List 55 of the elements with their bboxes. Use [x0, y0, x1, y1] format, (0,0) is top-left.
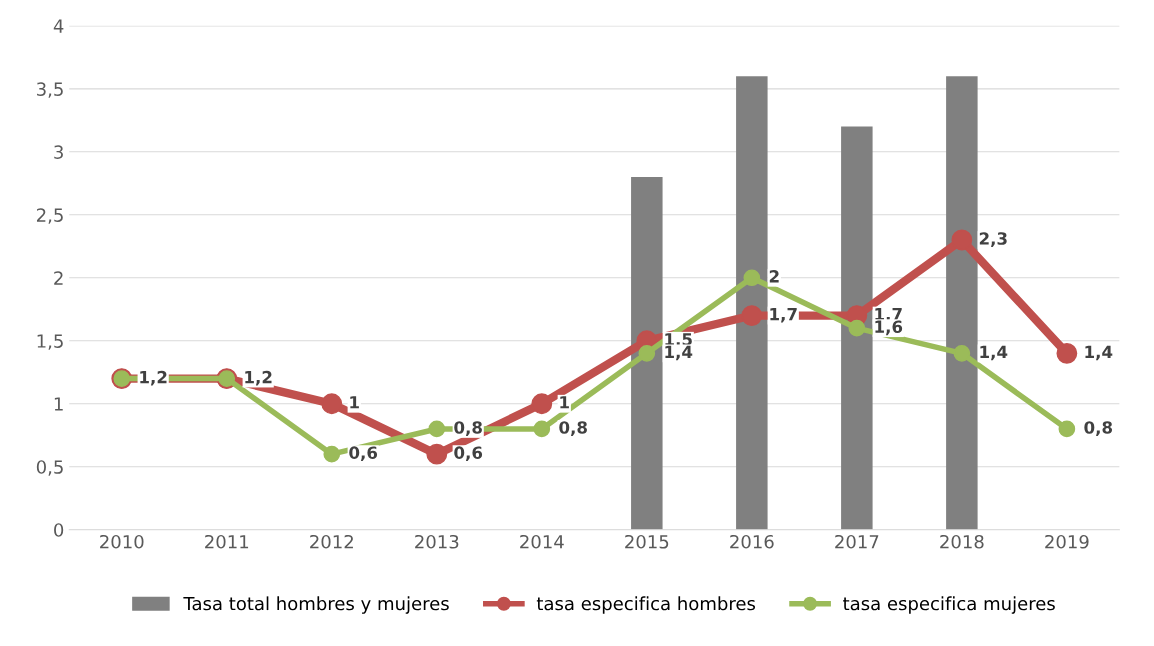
y-tick-label: 2,5	[36, 208, 63, 224]
point	[1058, 420, 1076, 438]
point	[321, 393, 343, 415]
point	[1056, 342, 1078, 364]
data-label: 0,8	[1084, 421, 1113, 436]
point	[428, 420, 446, 438]
x-tick-label: 2015	[625, 534, 669, 549]
x-tick-label: 2017	[835, 534, 879, 549]
data-label: 1,4	[1085, 345, 1113, 361]
bar	[631, 177, 663, 530]
y-tick-label: 3,5	[37, 82, 63, 98]
point	[638, 345, 656, 362]
data-label: 0,6	[349, 446, 378, 462]
y-tick-label: 1,5	[37, 334, 63, 350]
data-label: 1,2	[140, 370, 167, 386]
legend-label: Tasa total hombres y mujeres	[183, 596, 449, 614]
bar	[736, 76, 768, 530]
data-label: 1,7	[770, 308, 797, 323]
x-tick-label: 2013	[415, 534, 459, 549]
x-tick-label: 2019	[1045, 534, 1089, 549]
legend-label: tasa especifica hombres	[536, 596, 756, 614]
x-tick-label: 2012	[310, 534, 353, 549]
data-label: 2,3	[979, 232, 1007, 247]
point	[848, 319, 866, 337]
data-label: 2	[769, 270, 779, 283]
y-tick-label: 0	[54, 523, 64, 537]
y-tick-label: 0,5	[36, 460, 63, 476]
y-tick-label: 4	[53, 19, 64, 33]
bar	[841, 126, 873, 530]
point	[323, 445, 341, 463]
x-tick-label: 2018	[940, 534, 984, 549]
point	[953, 345, 971, 362]
point	[743, 269, 761, 287]
data-label: 1,4	[980, 345, 1008, 361]
data-label: 1	[560, 396, 569, 409]
x-tick-label: 2010	[100, 534, 144, 549]
legend-label: tasa especifica mujeres	[843, 596, 1055, 614]
point	[531, 393, 553, 415]
x-tick-label: 2011	[205, 534, 249, 549]
y-tick-label: 2	[54, 271, 63, 285]
data-label: 1	[350, 396, 359, 409]
y-tick-label: 1	[54, 397, 63, 411]
data-label: 0,6	[454, 446, 483, 462]
point	[426, 443, 448, 465]
data-label: 0,8	[559, 421, 587, 436]
data-label: 1,2	[245, 370, 272, 386]
point	[951, 229, 973, 251]
x-tick-label: 2016	[730, 534, 774, 549]
y-tick-label: 3	[54, 145, 63, 159]
bar	[946, 76, 978, 530]
data-label: 0,8	[454, 421, 482, 436]
point	[741, 305, 763, 326]
data-label: 1,4	[665, 345, 693, 361]
x-tick-label: 2014	[520, 534, 564, 549]
point	[533, 420, 551, 438]
